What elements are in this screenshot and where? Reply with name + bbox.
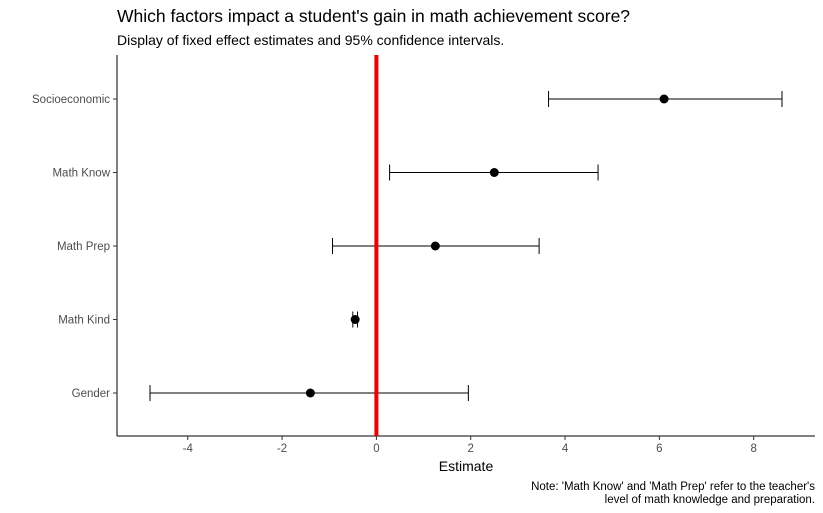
chart-subtitle: Display of fixed effect estimates and 95… <box>117 32 505 48</box>
x-tick-label: 6 <box>656 443 662 455</box>
x-tick-label: -2 <box>277 443 287 455</box>
y-tick-label: Math Know <box>52 168 110 180</box>
x-axis-title: Estimate <box>439 458 494 474</box>
estimate-point <box>659 94 669 104</box>
y-tick-label: Socioeconomic <box>32 94 110 106</box>
x-tick-label: 8 <box>750 443 756 455</box>
estimate-point <box>305 388 315 398</box>
y-tick-label: Math Kind <box>58 315 110 327</box>
chart-title: Which factors impact a student's gain in… <box>117 6 631 26</box>
estimate-point <box>489 168 499 177</box>
estimate-point <box>430 241 440 251</box>
x-tick-label: 0 <box>373 443 379 455</box>
chart-caption: Note: 'Math Know' and 'Math Prep' refer … <box>531 481 815 507</box>
x-tick-label: -4 <box>183 443 194 455</box>
estimate-point <box>350 315 360 324</box>
y-tick-label: Gender <box>72 388 111 400</box>
caption-line: level of math knowledge and preparation. <box>604 494 815 506</box>
caption-line: Note: 'Math Know' and 'Math Prep' refer … <box>531 481 815 493</box>
x-tick-label: 4 <box>562 443 569 455</box>
x-tick-label: 2 <box>468 443 474 455</box>
y-tick-label: Math Prep <box>57 241 110 253</box>
